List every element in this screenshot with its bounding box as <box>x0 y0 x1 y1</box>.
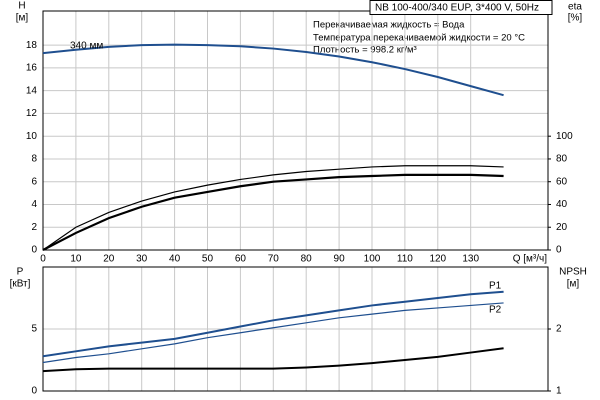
x-tick-label: 10 <box>70 254 82 265</box>
y-tick-label: 10 <box>26 131 38 142</box>
curve <box>42 347 504 373</box>
x-tick-label: 100 <box>364 254 381 265</box>
x-tick-label: 20 <box>103 254 115 265</box>
y2-tick-label: 100 <box>556 131 573 142</box>
y-axis-unit: [м] <box>16 13 29 24</box>
y2-tick-label: 0 <box>556 245 562 256</box>
y2-tick-label: 20 <box>556 222 568 233</box>
plot-frame <box>42 10 549 251</box>
curve <box>42 302 504 364</box>
y2-tick-label: 2 <box>556 324 562 335</box>
plot-frame <box>42 266 549 392</box>
y-tick-label: 8 <box>31 154 37 165</box>
annotation: Перекачиваемая жидкость = Вода <box>313 20 465 31</box>
y2-axis-label: eta <box>568 2 582 13</box>
y-tick-label: 2 <box>31 222 37 233</box>
y-axis-unit: [кВт] <box>10 279 31 290</box>
y2-tick-label: 40 <box>556 199 568 210</box>
annotation: Температура перекачиваемой жидкости = 20… <box>313 33 525 44</box>
x-tick-label: 70 <box>268 254 280 265</box>
y-tick-label: 0 <box>31 386 37 397</box>
x-tick-label: 50 <box>202 254 214 265</box>
chart-title: NB 100-400/340 EUP, 3*400 V, 50Hz <box>375 3 539 14</box>
curve <box>42 43 504 97</box>
x-tick-label: 40 <box>169 254 181 265</box>
y2-axis-unit: [м] <box>567 279 580 290</box>
y-axis-label: H <box>18 1 25 12</box>
annotation: Плотность = 998.2 кг/м³ <box>313 45 417 56</box>
x-tick-label: 120 <box>429 254 446 265</box>
y2-tick-label: 60 <box>556 176 568 187</box>
x-tick-label: 80 <box>301 254 313 265</box>
y-tick-label: 18 <box>26 40 38 51</box>
y-tick-label: 12 <box>26 108 38 119</box>
y2-axis-unit: [%] <box>568 13 583 24</box>
x-tick-label: 0 <box>40 254 46 265</box>
x-tick-label: 30 <box>136 254 148 265</box>
title-box <box>369 0 553 15</box>
y-axis-label: P <box>17 267 24 278</box>
series-label: P2 <box>489 305 502 316</box>
y-tick-label: 0 <box>31 245 37 256</box>
x-tick-label: 130 <box>462 254 479 265</box>
y-tick-label: 16 <box>26 63 38 74</box>
series-label: P1 <box>489 281 502 292</box>
series-label: 340 мм <box>70 41 103 52</box>
y-tick-label: 5 <box>31 324 37 335</box>
x-tick-label: 110 <box>397 254 413 265</box>
x-tick-label: 90 <box>334 254 346 265</box>
y-tick-label: 4 <box>31 199 37 210</box>
curve <box>42 290 504 358</box>
y-tick-label: 14 <box>26 85 38 96</box>
curve <box>42 165 504 251</box>
y2-tick-label: 80 <box>556 154 568 165</box>
y2-axis-label: NPSH <box>559 267 587 278</box>
y-tick-label: 6 <box>31 176 37 187</box>
x-tick-label: 60 <box>235 254 247 265</box>
y2-tick-label: 1 <box>556 386 562 397</box>
x-axis-label: Q [м³/ч] <box>513 254 548 265</box>
curve <box>42 173 504 251</box>
